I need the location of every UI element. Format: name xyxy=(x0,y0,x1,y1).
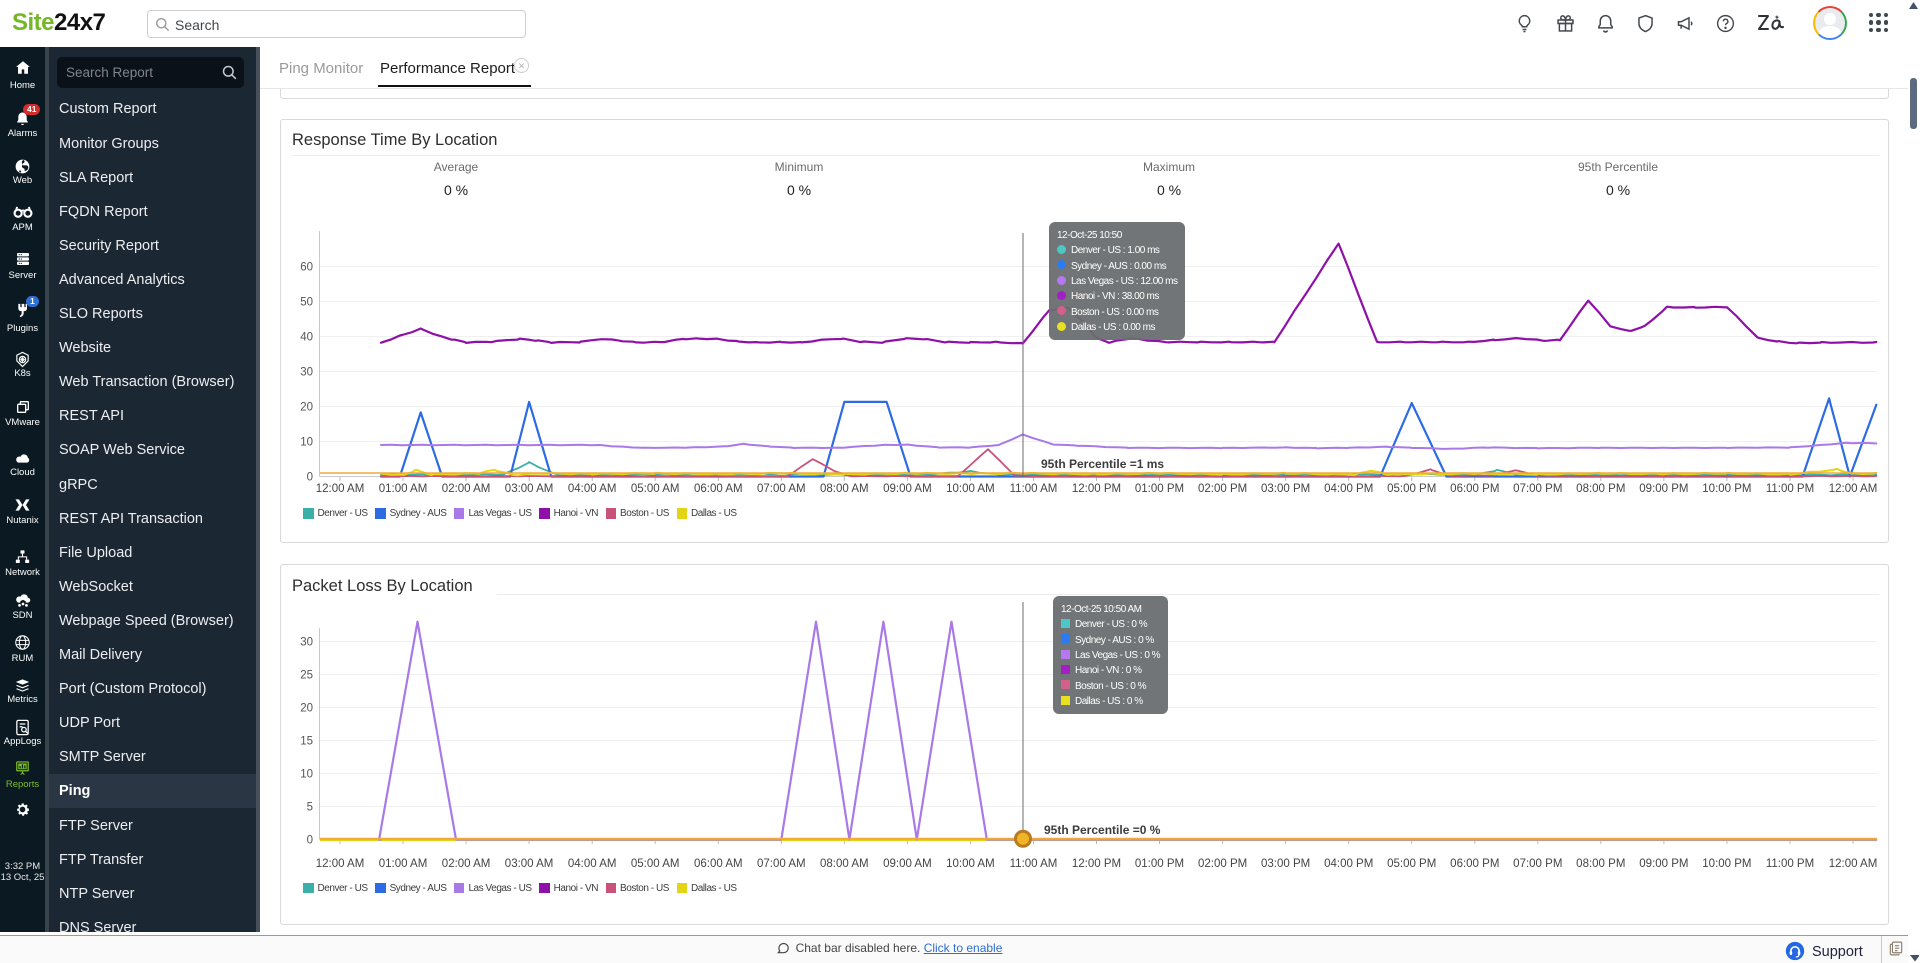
svg-text:09:00 PM: 09:00 PM xyxy=(1639,858,1688,870)
svg-text:60: 60 xyxy=(300,262,313,274)
svg-text:12:00 PM: 12:00 PM xyxy=(1072,483,1121,495)
svg-text:03:00 AM: 03:00 AM xyxy=(505,858,554,870)
svg-text:20: 20 xyxy=(300,402,313,414)
svg-text:08:00 PM: 08:00 PM xyxy=(1576,858,1625,870)
svg-text:11:00 PM: 11:00 PM xyxy=(1766,858,1814,870)
svg-text:05:00 PM: 05:00 PM xyxy=(1387,483,1436,495)
svg-text:25: 25 xyxy=(300,670,313,682)
svg-text:09:00 AM: 09:00 AM xyxy=(883,483,932,495)
svg-text:04:00 PM: 04:00 PM xyxy=(1324,483,1373,495)
svg-text:11:00 PM: 11:00 PM xyxy=(1766,483,1814,495)
svg-text:0: 0 xyxy=(307,472,313,484)
svg-text:11:00 AM: 11:00 AM xyxy=(1010,858,1058,870)
svg-text:07:00 AM: 07:00 AM xyxy=(757,483,806,495)
svg-text:30: 30 xyxy=(300,637,313,649)
svg-text:30: 30 xyxy=(300,367,313,379)
svg-text:08:00 AM: 08:00 AM xyxy=(820,858,869,870)
svg-text:10:00 AM: 10:00 AM xyxy=(946,858,995,870)
svg-text:10:00 AM: 10:00 AM xyxy=(946,483,995,495)
svg-text:07:00 PM: 07:00 PM xyxy=(1513,858,1562,870)
svg-text:09:00 AM: 09:00 AM xyxy=(883,858,932,870)
svg-text:04:00 AM: 04:00 AM xyxy=(568,858,617,870)
svg-text:08:00 PM: 08:00 PM xyxy=(1576,483,1625,495)
svg-text:05:00 PM: 05:00 PM xyxy=(1387,858,1436,870)
svg-text:20: 20 xyxy=(300,703,313,715)
svg-text:12:00 AM: 12:00 AM xyxy=(1829,483,1878,495)
svg-text:02:00 AM: 02:00 AM xyxy=(442,483,491,495)
svg-text:95th Percentile =0 %: 95th Percentile =0 % xyxy=(1044,823,1161,837)
svg-text:03:00 PM: 03:00 PM xyxy=(1261,858,1310,870)
svg-text:40: 40 xyxy=(300,332,313,344)
svg-text:50: 50 xyxy=(300,297,313,309)
svg-text:12:00 AM: 12:00 AM xyxy=(316,483,365,495)
svg-text:95th Percentile =1 ms: 95th Percentile =1 ms xyxy=(1041,457,1164,471)
svg-text:02:00 PM: 02:00 PM xyxy=(1198,858,1247,870)
svg-text:02:00 PM: 02:00 PM xyxy=(1198,483,1247,495)
svg-text:04:00 PM: 04:00 PM xyxy=(1324,858,1373,870)
svg-text:02:00 AM: 02:00 AM xyxy=(442,858,491,870)
svg-text:05:00 AM: 05:00 AM xyxy=(631,483,680,495)
svg-text:10:00 PM: 10:00 PM xyxy=(1702,858,1751,870)
svg-text:07:00 PM: 07:00 PM xyxy=(1513,483,1562,495)
svg-text:06:00 PM: 06:00 PM xyxy=(1450,858,1499,870)
svg-text:01:00 AM: 01:00 AM xyxy=(379,858,428,870)
svg-text:01:00 PM: 01:00 PM xyxy=(1135,483,1184,495)
svg-text:05:00 AM: 05:00 AM xyxy=(631,858,680,870)
svg-text:09:00 PM: 09:00 PM xyxy=(1639,483,1688,495)
svg-text:10: 10 xyxy=(300,769,313,781)
svg-text:06:00 PM: 06:00 PM xyxy=(1450,483,1499,495)
svg-text:10:00 PM: 10:00 PM xyxy=(1702,483,1751,495)
svg-text:04:00 AM: 04:00 AM xyxy=(568,483,617,495)
svg-text:06:00 AM: 06:00 AM xyxy=(694,858,743,870)
svg-text:03:00 AM: 03:00 AM xyxy=(505,483,554,495)
svg-text:08:00 AM: 08:00 AM xyxy=(820,483,869,495)
svg-text:10: 10 xyxy=(300,437,313,449)
svg-text:06:00 AM: 06:00 AM xyxy=(694,483,743,495)
svg-text:12:00 AM: 12:00 AM xyxy=(316,858,365,870)
svg-text:03:00 PM: 03:00 PM xyxy=(1261,483,1310,495)
svg-text:01:00 PM: 01:00 PM xyxy=(1135,858,1184,870)
svg-text:12:00 AM: 12:00 AM xyxy=(1829,858,1878,870)
svg-text:15: 15 xyxy=(300,736,313,748)
svg-text:5: 5 xyxy=(307,802,313,814)
svg-text:12:00 PM: 12:00 PM xyxy=(1072,858,1121,870)
svg-text:01:00 AM: 01:00 AM xyxy=(379,483,428,495)
svg-text:11:00 AM: 11:00 AM xyxy=(1010,483,1058,495)
svg-text:07:00 AM: 07:00 AM xyxy=(757,858,806,870)
svg-text:0: 0 xyxy=(307,835,313,847)
